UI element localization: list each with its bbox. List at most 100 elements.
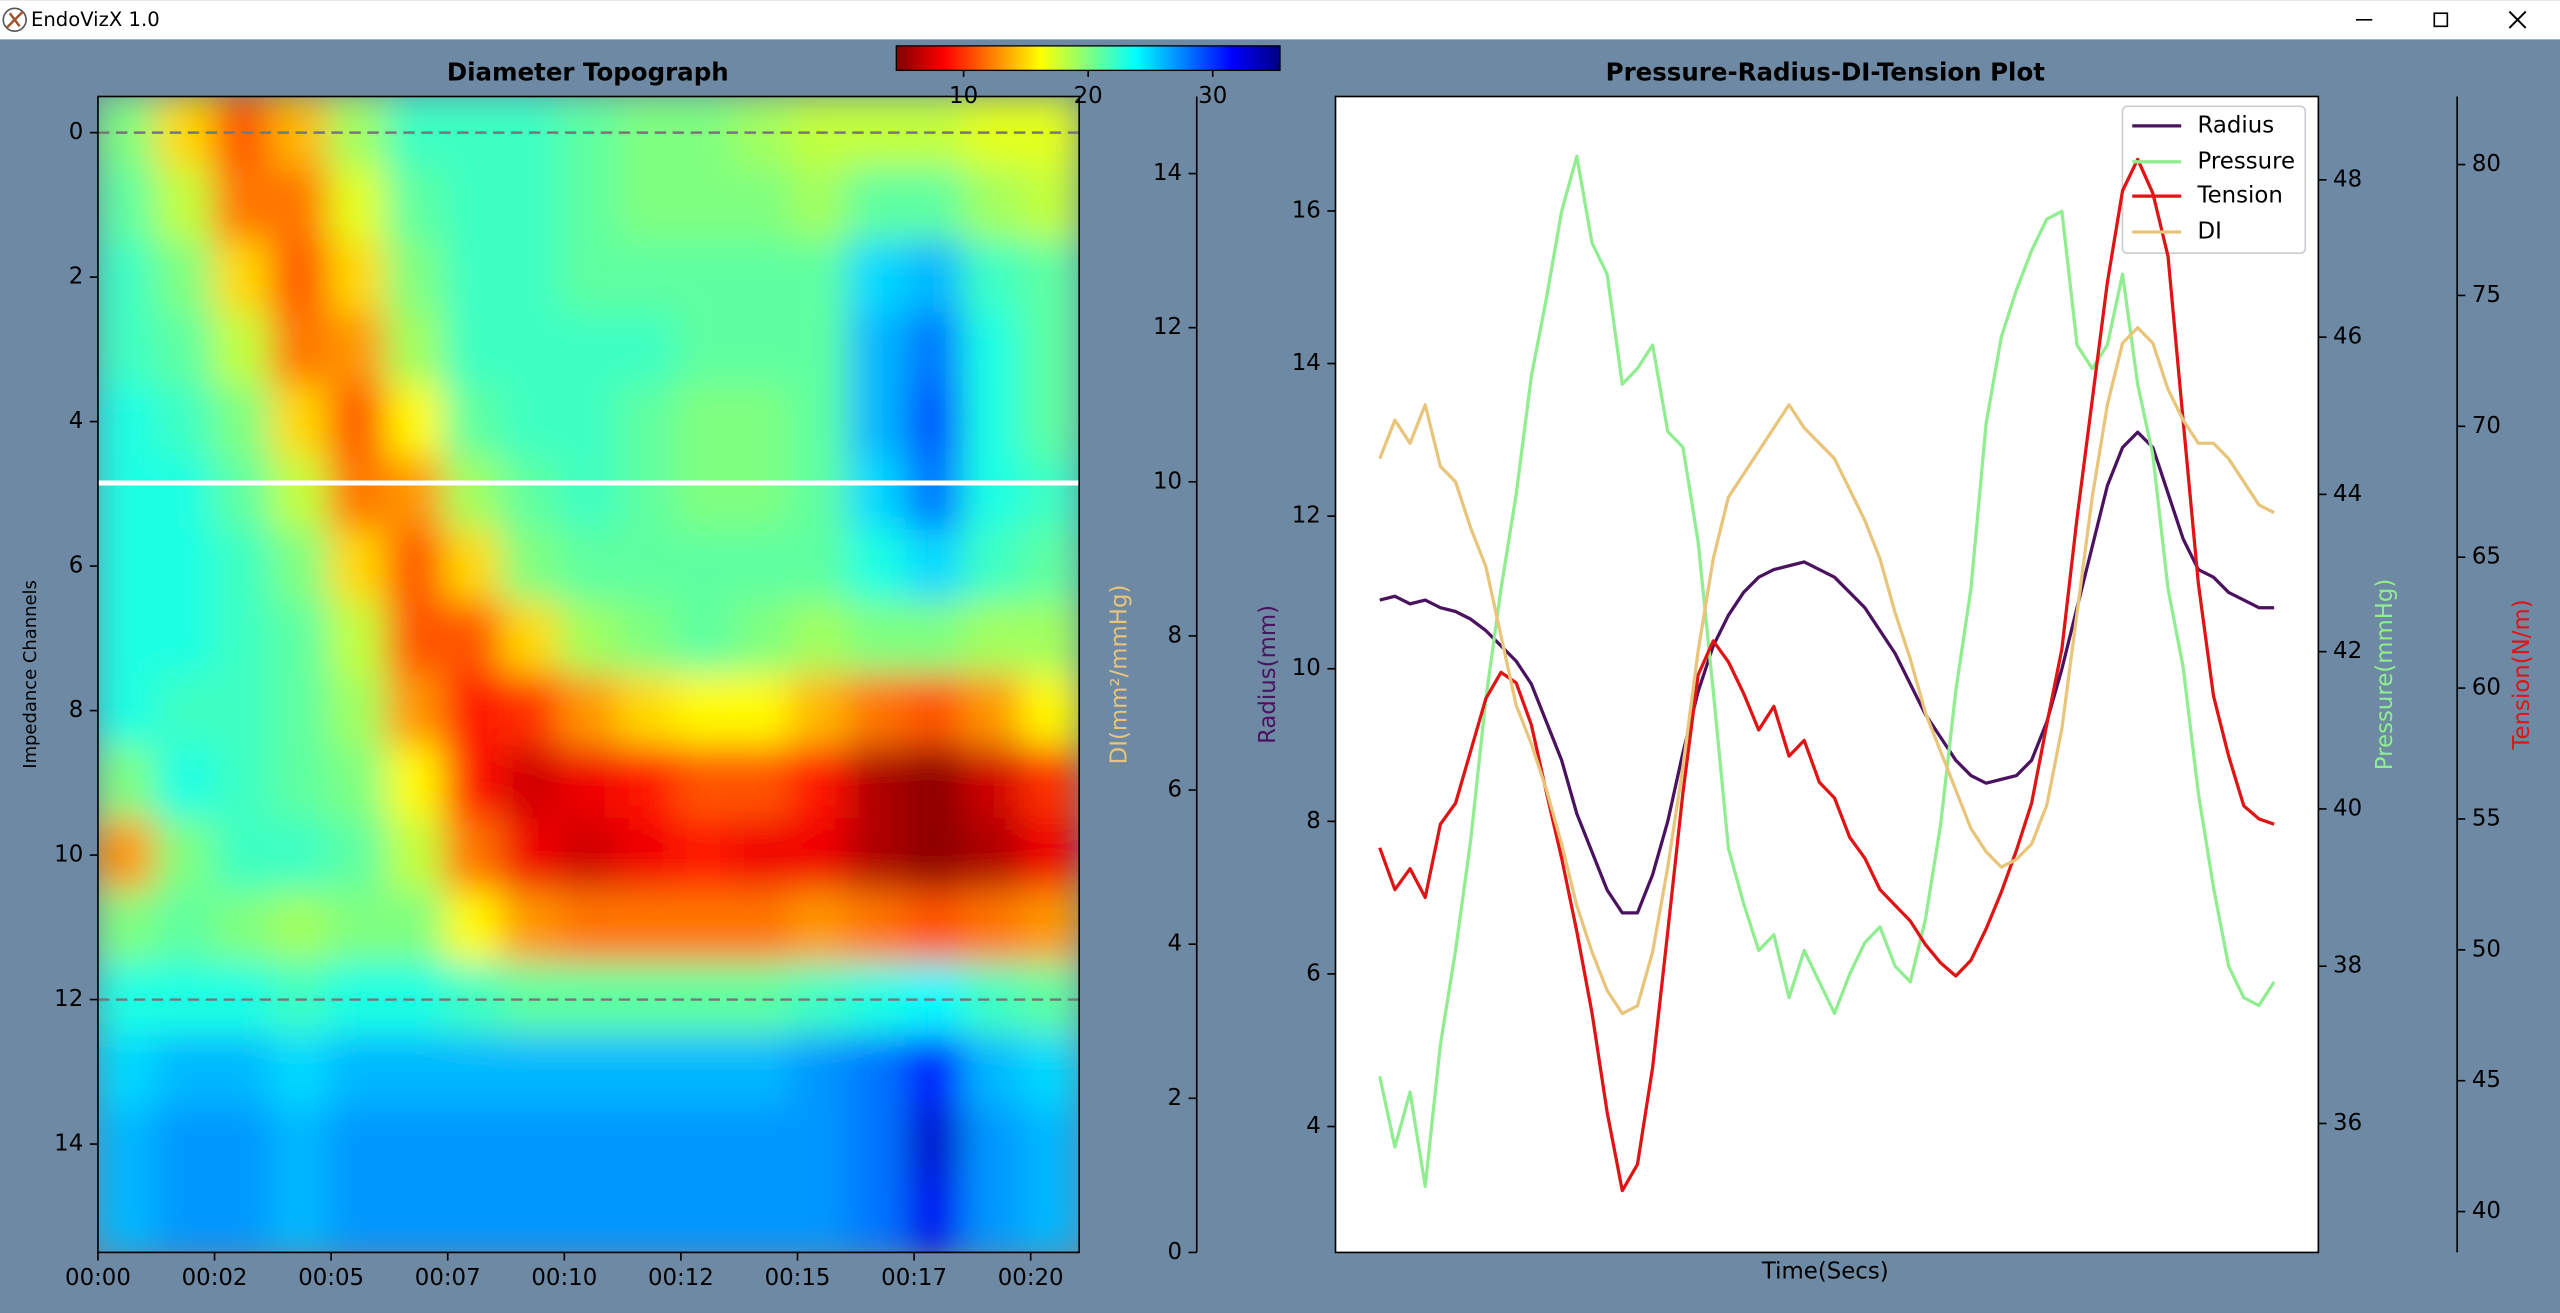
heatmap-cell — [385, 456, 446, 531]
heatmap-cell — [962, 167, 1023, 242]
heatmap-cell — [732, 240, 792, 315]
x-axis-label: Time(Secs) — [1761, 1259, 1889, 1285]
heatmap-cell — [443, 745, 503, 820]
heatmap-cell — [501, 240, 561, 315]
heatmap-cell — [558, 1179, 619, 1253]
heatmap-cell — [732, 384, 792, 459]
heatmap-cell — [501, 312, 561, 387]
heatmap-cell — [905, 673, 965, 748]
y-tick-label: 50 — [2472, 936, 2501, 962]
series-line — [1379, 430, 2275, 915]
heatmap-cell — [1020, 673, 1080, 748]
heatmap-cell — [558, 1107, 619, 1181]
heatmap-cell — [558, 384, 619, 459]
heatmap-cell — [443, 167, 503, 242]
heatmap-cell — [97, 529, 157, 604]
heatmap-cell — [1020, 1034, 1080, 1109]
heatmap-cell — [674, 1034, 734, 1109]
heatmap-cell — [847, 240, 907, 315]
heatmap-cell — [905, 1034, 965, 1109]
heatmap-cell — [616, 240, 676, 315]
heatmap-cell — [789, 818, 850, 893]
x-tick-label: 00:00 — [65, 1265, 131, 1291]
heatmap-cell — [962, 96, 1023, 170]
heatmap-cell — [1020, 1179, 1080, 1253]
heatmap-cell — [616, 1107, 676, 1181]
tension-axis-label: Tension(N/m) — [2509, 599, 2535, 750]
heatmap-cell — [212, 240, 272, 315]
heatmap-cell — [270, 456, 330, 531]
heatmap-cell — [270, 1179, 330, 1253]
heatmap-cell — [501, 1107, 561, 1181]
heatmap-cell — [558, 456, 619, 531]
heatmap-cell — [212, 1107, 272, 1181]
heatmap-cell — [674, 312, 734, 387]
radius-axis-label: Radius(mm) — [1255, 605, 1281, 744]
heatmap-cell — [905, 529, 965, 604]
x-tick-label: 00:20 — [998, 1265, 1064, 1291]
heatmap-frame — [97, 95, 1080, 1254]
heatmap-cell — [732, 818, 792, 893]
y-tick-label: 14 — [1292, 350, 1321, 376]
x-tick-label: 00:15 — [765, 1265, 831, 1291]
heatmap-cell — [847, 167, 907, 242]
y-tick-label: 12 — [1153, 314, 1182, 340]
heatmap-cell — [1020, 456, 1080, 531]
heatmap-cell — [270, 745, 330, 820]
colorbar — [895, 45, 1281, 72]
y-tick-label: 65 — [2472, 544, 2501, 570]
heatmap-cell — [1020, 601, 1080, 676]
heatmap-cell — [905, 312, 965, 387]
heatmap-cell — [154, 745, 215, 820]
heatmap-cell — [154, 890, 215, 965]
heatmap-cell — [501, 456, 561, 531]
line-title: Pressure-Radius-DI-Tension Plot — [1606, 58, 2046, 87]
heatmap-cell — [212, 745, 272, 820]
y-tick-label: 36 — [2333, 1110, 2362, 1136]
heatmap-cell — [558, 167, 619, 242]
heatmap-cell — [558, 818, 619, 893]
heatmap-cell — [732, 1107, 792, 1181]
heatmap-cell — [385, 1034, 446, 1109]
y-tick-label: 14 — [54, 1131, 83, 1157]
heatmap-cell — [97, 1179, 157, 1253]
heatmap-cell — [328, 818, 388, 893]
heatmap-cell — [732, 167, 792, 242]
colorbar-tick-label: 30 — [1198, 83, 1227, 109]
heatmap-cell — [270, 1034, 330, 1109]
restore-button[interactable] — [2433, 12, 2449, 28]
heatmap-cell — [212, 818, 272, 893]
y-tick-label: 8 — [1306, 808, 1321, 834]
y-tick-label: 48 — [2333, 166, 2362, 192]
y-tick-label: 40 — [2472, 1198, 2501, 1224]
heatmap-cell — [1020, 312, 1080, 387]
heatmap-cell — [212, 601, 272, 676]
heatmap-cell — [732, 456, 792, 531]
y-tick-label: 10 — [54, 842, 83, 868]
heatmap-cell — [154, 673, 215, 748]
close-button[interactable] — [2508, 10, 2527, 29]
x-tick-label: 00:07 — [415, 1265, 481, 1291]
heatmap-cell — [154, 456, 215, 531]
heatmap-cell — [732, 673, 792, 748]
heatmap-cell — [962, 1107, 1023, 1181]
heatmap-cell — [847, 1107, 907, 1181]
heatmap-cell — [97, 673, 157, 748]
heatmap-cell — [212, 456, 272, 531]
heatmap-cell — [385, 1179, 446, 1253]
heatmap-cell — [97, 312, 157, 387]
heatmap-cell — [154, 312, 215, 387]
heatmap-cell — [270, 167, 330, 242]
heatmap-cell — [501, 1034, 561, 1109]
heatmap-title: Diameter Topograph — [447, 58, 729, 87]
heatmap-cell — [328, 1107, 388, 1181]
heatmap-cell — [212, 1179, 272, 1253]
heatmap-cell — [501, 890, 561, 965]
heatmap-cell — [443, 1034, 503, 1109]
heatmap-cell — [905, 745, 965, 820]
series-line — [1378, 326, 2275, 1016]
heatmap-cell — [97, 890, 157, 965]
heatmap-cell — [328, 673, 388, 748]
heatmap-cell — [328, 1034, 388, 1109]
heatmap-cell — [558, 673, 619, 748]
